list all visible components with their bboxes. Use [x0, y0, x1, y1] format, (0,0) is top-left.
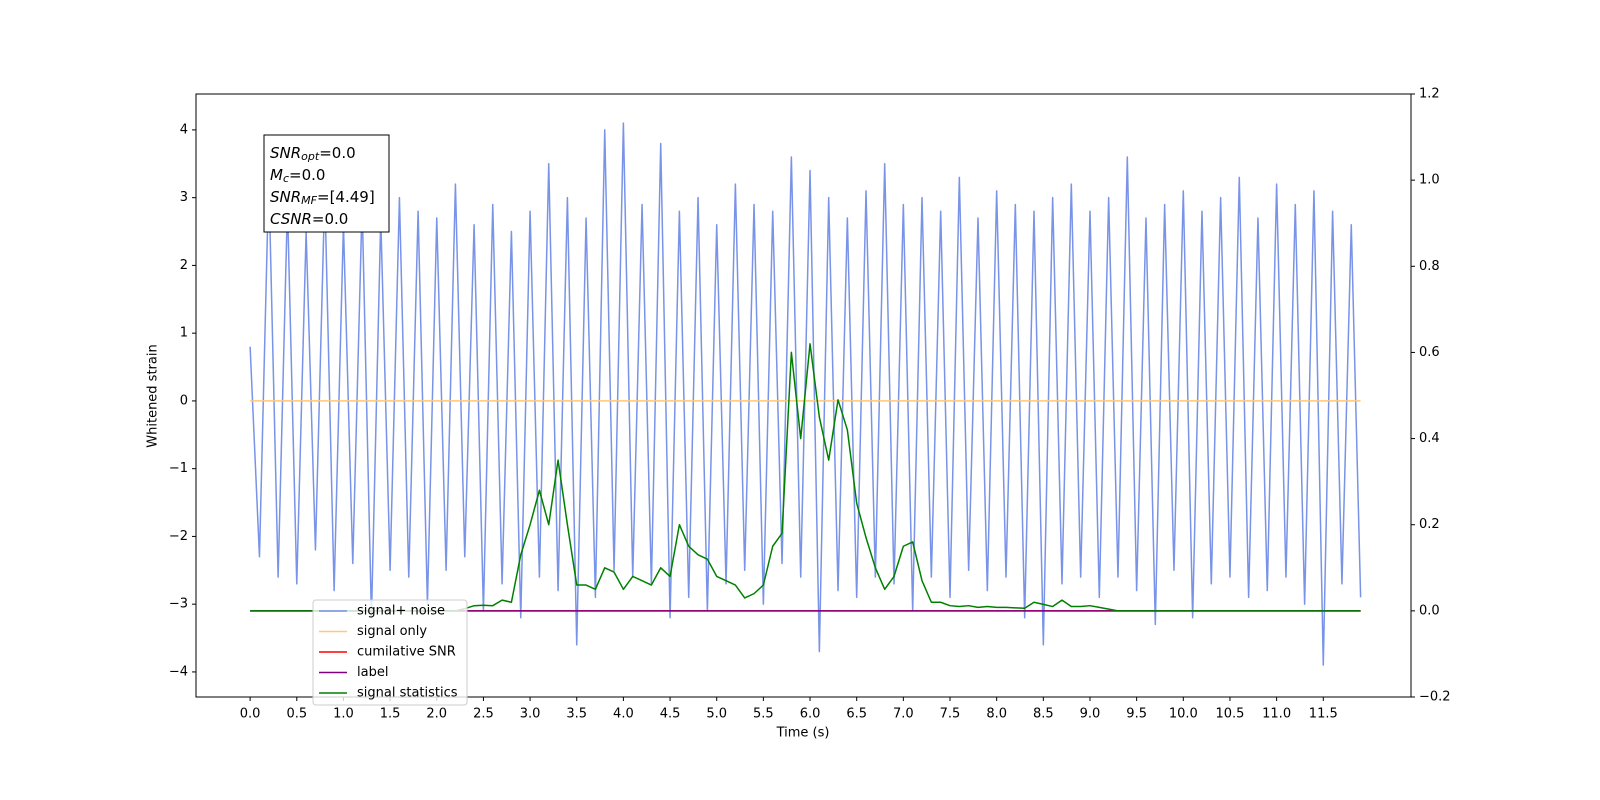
- y2-tick-label: 0.2: [1419, 517, 1440, 532]
- y2-tick-label: 0.0: [1419, 603, 1440, 618]
- x-tick-label: 3.5: [566, 707, 587, 722]
- y-axis-label: Whitened strain: [146, 344, 161, 447]
- x-tick-label: 7.5: [940, 707, 961, 722]
- x-tick-label: 5.5: [753, 707, 774, 722]
- legend: signal+ noise signal only cumilative SNR la…: [312, 599, 468, 706]
- annotation-line: Mc=0.0: [270, 166, 325, 186]
- y-tick-label: 2: [180, 258, 188, 273]
- annotation-line: SNRMF=[4.49]: [270, 188, 375, 208]
- series-line: [249, 122, 1362, 666]
- annotation-sub: c: [283, 172, 289, 185]
- y-tick-label: −4: [169, 664, 188, 679]
- x-tick-label: 4.5: [660, 707, 681, 722]
- x-tick-label: 0.5: [286, 707, 307, 722]
- x-tick-label: 4.0: [613, 707, 634, 722]
- x-tick-label: 10.0: [1169, 707, 1198, 722]
- y2-tick-label: 0.4: [1419, 431, 1440, 446]
- annotation-name: SNR: [270, 144, 301, 162]
- annotation-sub: opt: [301, 150, 320, 163]
- y-tick-label: 4: [180, 122, 188, 137]
- annotation-text: =[4.49]: [317, 188, 375, 206]
- y2-tick-label: −0.2: [1419, 690, 1451, 705]
- y-tick-label: −2: [169, 529, 188, 544]
- annotation-line: SNRopt=0.0: [270, 144, 356, 164]
- y-tick-label: 1: [180, 326, 188, 341]
- x-tick-label: 9.5: [1126, 707, 1147, 722]
- x-tick-label: 10.5: [1215, 707, 1244, 722]
- x-tick-label: 0.0: [240, 707, 261, 722]
- x-tick-label: 2.0: [426, 707, 447, 722]
- legend-label: signal only: [357, 624, 427, 639]
- x-tick-label: 8.5: [1033, 707, 1054, 722]
- legend-box: [312, 599, 468, 706]
- y2-tick-label: 0.6: [1419, 345, 1440, 360]
- x-tick-label: 8.0: [986, 707, 1007, 722]
- annotation-name: SNR: [270, 188, 301, 206]
- x-tick-label: 2.5: [473, 707, 494, 722]
- legend-label: label: [357, 665, 388, 680]
- y-tick-label: 3: [180, 190, 188, 205]
- annotation-text: =0.0: [312, 210, 348, 228]
- annotation-box: [263, 134, 390, 233]
- x-tick-label: 11.5: [1309, 707, 1338, 722]
- legend-label: signal statistics: [357, 686, 458, 701]
- legend-label: cumilative SNR: [357, 645, 456, 660]
- y-tick-label: −1: [169, 461, 188, 476]
- x-tick-label: 11.0: [1262, 707, 1291, 722]
- annotation-line: CSNR=0.0: [270, 210, 348, 228]
- annotation-name: M: [270, 166, 283, 184]
- annotation-sub: MF: [301, 194, 317, 207]
- plot-frame: [195, 93, 1412, 698]
- annotation-text: =0.0: [319, 144, 355, 162]
- x-tick-label: 7.0: [893, 707, 914, 722]
- x-tick-label: 1.5: [380, 707, 401, 722]
- x-axis-label: Time (s): [776, 726, 830, 741]
- x-tick-label: 9.0: [1080, 707, 1101, 722]
- y2-tick-label: 0.8: [1419, 259, 1440, 274]
- y-tick-label: 0: [180, 393, 188, 408]
- x-tick-label: 5.0: [706, 707, 727, 722]
- x-tick-label: 3.0: [520, 707, 541, 722]
- x-tick-label: 1.0: [333, 707, 354, 722]
- y-tick-label: −3: [169, 597, 188, 612]
- x-tick-label: 6.5: [846, 707, 867, 722]
- legend-label: signal+ noise: [357, 604, 445, 619]
- annotation-name: CSNR: [270, 210, 312, 228]
- x-tick-label: 6.0: [800, 707, 821, 722]
- y2-tick-label: 1.2: [1419, 87, 1440, 102]
- y2-tick-label: 1.0: [1419, 173, 1440, 188]
- annotation-text: =0.0: [289, 166, 325, 184]
